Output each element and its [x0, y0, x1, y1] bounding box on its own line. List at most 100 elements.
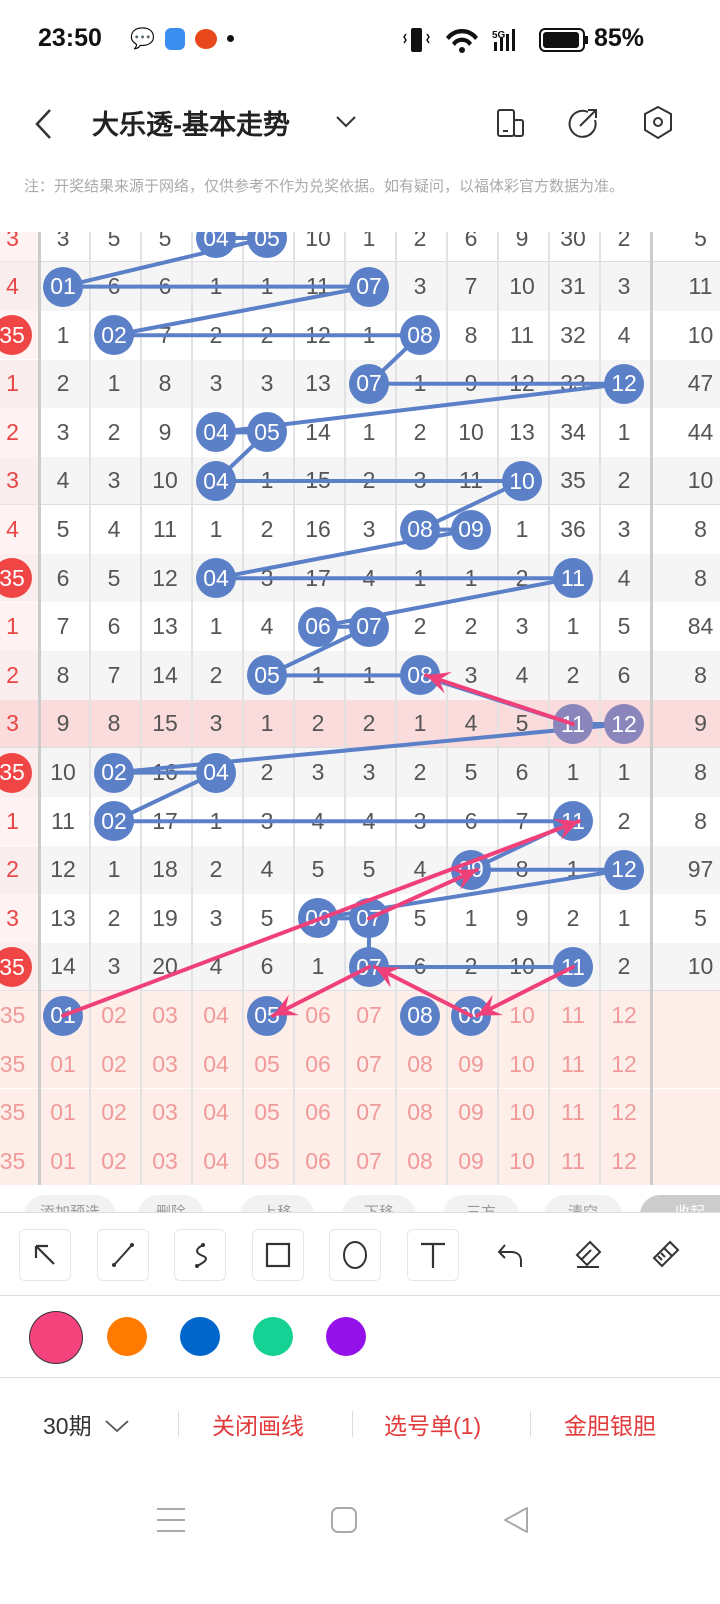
grid-cell[interactable]: 04	[203, 1002, 229, 1029]
grid-cell[interactable]: 08	[407, 1099, 433, 1126]
grid-cell[interactable]: 2	[464, 613, 478, 640]
grid-cell[interactable]: 09	[458, 1050, 484, 1077]
grid-cell[interactable]: 07	[356, 1099, 382, 1126]
grid-cell[interactable]: 4	[617, 321, 631, 348]
grid-cell[interactable]: 3	[617, 516, 631, 543]
number-ball[interactable]: 04	[196, 558, 236, 599]
grid-cell[interactable]: 1	[566, 759, 580, 786]
share-icon[interactable]	[566, 106, 600, 142]
grid-cell[interactable]: 04	[203, 1099, 229, 1126]
grid-cell[interactable]: 5	[56, 516, 70, 543]
grid-cell[interactable]: 13	[152, 613, 178, 640]
grid-cell[interactable]: 32	[560, 321, 586, 348]
number-ball[interactable]: 04	[196, 412, 236, 453]
grid-cell[interactable]: 10	[458, 418, 484, 445]
grid-cell[interactable]: 7	[464, 273, 478, 300]
grid-cell[interactable]: 6	[107, 613, 121, 640]
gold-silver-dan-button[interactable]: 金胆银胆	[564, 1413, 656, 1439]
pen-color-swatch[interactable]	[29, 1311, 83, 1364]
menu-icon[interactable]	[155, 1504, 187, 1536]
grid-cell[interactable]: 09	[458, 1147, 484, 1174]
grid-cell[interactable]: 2	[56, 370, 70, 397]
eraser-tool-button[interactable]	[562, 1229, 614, 1281]
grid-cell[interactable]: 8	[464, 321, 478, 348]
grid-cell[interactable]: 02	[101, 1147, 127, 1174]
grid-cell[interactable]: 8	[107, 710, 121, 737]
grid-cell[interactable]: 1	[311, 953, 325, 980]
number-ball[interactable]: 02	[94, 801, 134, 842]
grid-cell[interactable]: 35	[560, 467, 586, 494]
page-title[interactable]: 大乐透-基本走势	[92, 110, 290, 140]
grid-cell[interactable]: 6	[515, 759, 529, 786]
grid-cell[interactable]: 01	[50, 1099, 76, 1126]
grid-cell[interactable]: 9	[515, 232, 529, 251]
grid-cell[interactable]: 03	[152, 1050, 178, 1077]
grid-cell[interactable]: 15	[152, 710, 178, 737]
text-tool-button[interactable]	[406, 1229, 459, 1281]
grid-cell[interactable]: 5	[413, 904, 427, 931]
selection-list-button[interactable]: 选号单(1)	[384, 1413, 482, 1439]
grid-cell[interactable]: 2	[413, 418, 427, 445]
grid-cell[interactable]: 11	[51, 807, 75, 834]
home-icon[interactable]	[330, 1506, 358, 1534]
grid-cell[interactable]: 16	[305, 516, 331, 543]
grid-cell[interactable]: 3	[56, 418, 70, 445]
number-ball[interactable]: 07	[349, 363, 389, 404]
grid-cell[interactable]: 18	[152, 856, 178, 883]
rectangle-tool-button[interactable]	[251, 1229, 304, 1281]
grid-cell[interactable]: 08	[407, 1147, 433, 1174]
grid-cell[interactable]: 3	[209, 904, 223, 931]
clear-tool-button[interactable]	[639, 1229, 691, 1281]
grid-cell[interactable]: 10	[509, 1099, 535, 1126]
grid-cell[interactable]: 5	[260, 904, 274, 931]
grid-cell[interactable]: 3	[515, 613, 529, 640]
grid-cell[interactable]: 5	[107, 564, 121, 591]
grid-cell[interactable]: 2	[617, 232, 631, 251]
grid-cell[interactable]: 3	[209, 370, 223, 397]
grid-cell[interactable]: 02	[101, 1050, 127, 1077]
grid-cell[interactable]: 2	[566, 904, 580, 931]
number-ball[interactable]: 12	[604, 363, 644, 404]
number-ball[interactable]: 04	[196, 461, 236, 501]
grid-cell[interactable]: 07	[356, 1002, 382, 1029]
grid-cell[interactable]: 11	[153, 516, 177, 543]
grid-cell[interactable]: 06	[305, 1050, 331, 1077]
chevron-down-icon[interactable]	[334, 113, 358, 129]
grid-cell[interactable]: 11	[561, 1147, 585, 1174]
grid-cell[interactable]: 01	[50, 1050, 76, 1077]
number-ball[interactable]: 07	[349, 606, 389, 647]
number-ball[interactable]: 08	[400, 995, 440, 1036]
grid-cell[interactable]: 06	[305, 1099, 331, 1126]
grid-cell[interactable]: 05	[254, 1050, 280, 1077]
pen-color-swatch[interactable]	[107, 1317, 147, 1356]
grid-cell[interactable]: 13	[50, 904, 76, 931]
grid-cell[interactable]: 1	[260, 710, 274, 737]
grid-cell[interactable]: 4	[464, 710, 478, 737]
grid-cell[interactable]: 5	[515, 710, 529, 737]
action-pill-button[interactable]: 三方	[443, 1195, 519, 1212]
grid-cell[interactable]: 13	[509, 418, 535, 445]
grid-cell[interactable]: 11	[561, 1002, 585, 1029]
number-ball[interactable]: 04	[196, 752, 236, 793]
grid-cell[interactable]: 3	[362, 516, 376, 543]
grid-cell[interactable]: 02	[101, 1002, 127, 1029]
grid-cell[interactable]: 04	[203, 1147, 229, 1174]
grid-cell[interactable]: 3	[617, 273, 631, 300]
grid-cell[interactable]: 1	[515, 516, 529, 543]
grid-cell[interactable]: 5	[158, 232, 172, 251]
grid-cell[interactable]: 9	[158, 418, 172, 445]
grid-cell[interactable]: 8	[56, 661, 70, 688]
number-ball[interactable]: 05	[247, 655, 287, 696]
grid-cell[interactable]: 31	[560, 273, 586, 300]
grid-cell[interactable]: 10	[509, 273, 535, 300]
grid-cell[interactable]: 3	[260, 370, 274, 397]
grid-cell[interactable]: 2	[617, 807, 631, 834]
undo-tool-button[interactable]	[484, 1229, 536, 1281]
number-ball[interactable]: 01	[43, 266, 83, 307]
number-ball[interactable]: 05	[247, 995, 287, 1036]
grid-cell[interactable]: 4	[617, 564, 631, 591]
grid-cell[interactable]: 19	[152, 904, 178, 931]
period-selector[interactable]: 30期	[43, 1407, 130, 1441]
number-ball[interactable]: 02	[94, 752, 134, 793]
action-pill-button[interactable]: 删除	[138, 1195, 204, 1212]
